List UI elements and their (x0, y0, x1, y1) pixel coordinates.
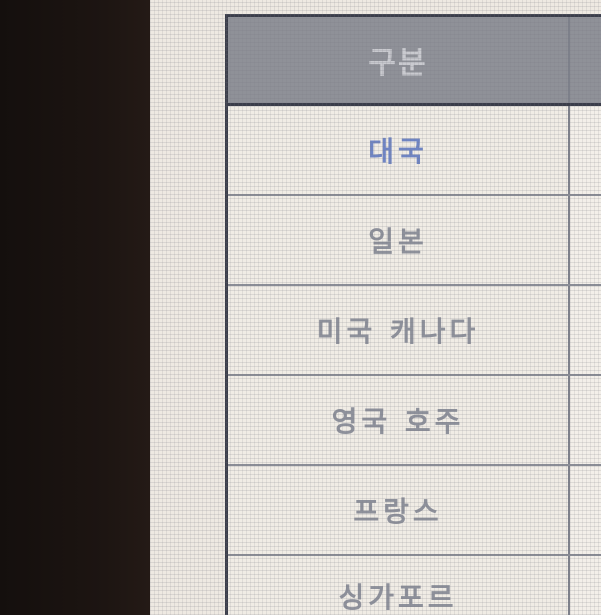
table-row[interactable]: 일본 (228, 196, 601, 286)
table-cell[interactable]: 영국 호주 (228, 376, 570, 464)
header-label: 구분 (368, 46, 428, 81)
row-label: 대국 (368, 135, 428, 168)
table-cell[interactable]: 일본 (228, 196, 570, 284)
monitor-bezel (0, 0, 150, 615)
row-label: 프랑스 (353, 495, 443, 528)
table-row[interactable]: 영국 호주 (228, 376, 601, 466)
row-label: 미국 캐나다 (316, 315, 480, 348)
table-cell-next[interactable] (570, 106, 601, 194)
table-row[interactable]: 싱가포르 (228, 556, 601, 615)
table-cell-next[interactable] (570, 376, 601, 464)
table-header-row: 구분 (228, 17, 601, 106)
table-cell-next[interactable] (570, 196, 601, 284)
row-label: 싱가포르 (338, 581, 458, 614)
table-cell-next[interactable] (570, 286, 601, 374)
table-cell[interactable]: 싱가포르 (228, 556, 570, 615)
country-table: 구분 대국 일본 미국 캐나다 영국 호주 (225, 14, 601, 615)
header-cell-next (570, 17, 601, 103)
table-row[interactable]: 프랑스 (228, 466, 601, 556)
header-cell: 구분 (228, 17, 570, 103)
row-label: 영국 호주 (331, 405, 465, 438)
screen: 구분 대국 일본 미국 캐나다 영국 호주 (150, 0, 601, 615)
table-cell[interactable]: 프랑스 (228, 466, 570, 554)
table-cell[interactable]: 미국 캐나다 (228, 286, 570, 374)
row-label: 일본 (368, 225, 428, 258)
table-row[interactable]: 미국 캐나다 (228, 286, 601, 376)
table-cell-next[interactable] (570, 556, 601, 615)
table-cell[interactable]: 대국 (228, 106, 570, 194)
table-cell-next[interactable] (570, 466, 601, 554)
table-row[interactable]: 대국 (228, 106, 601, 196)
